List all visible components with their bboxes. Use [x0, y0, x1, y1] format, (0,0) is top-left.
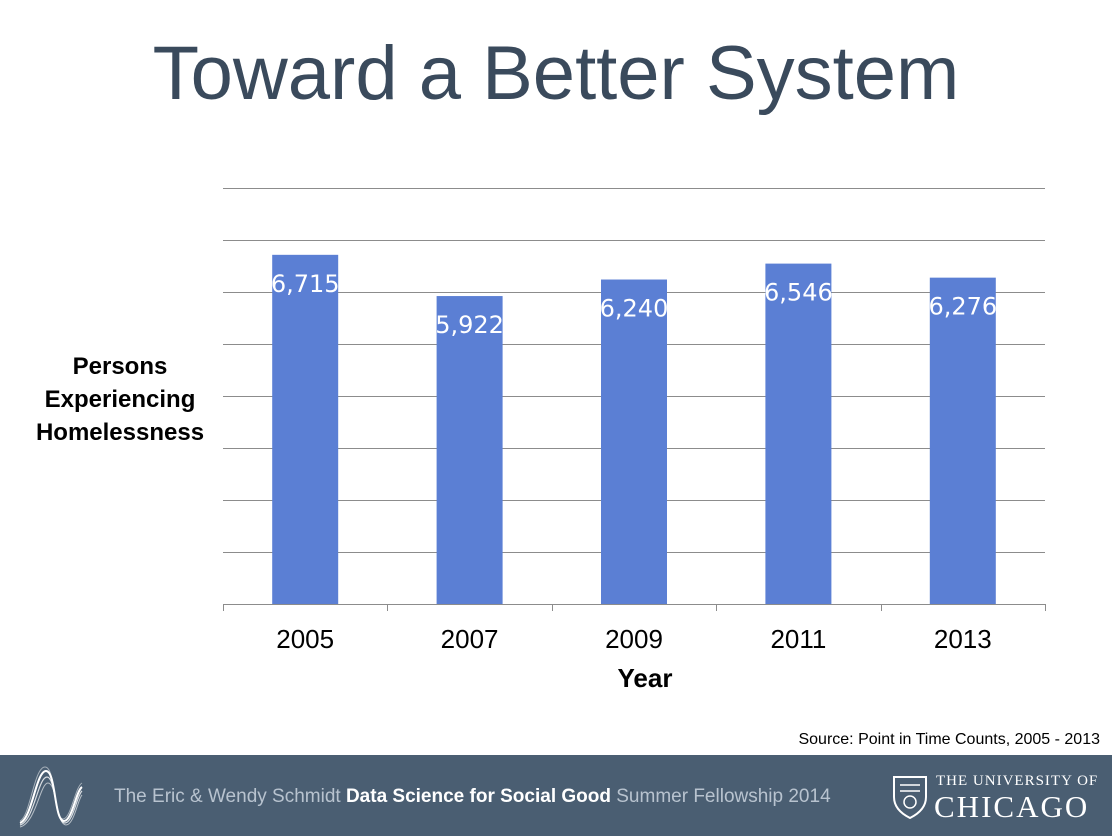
x-tick-label-2007: 2007 [441, 624, 499, 654]
data-label-2011: 6,546 [764, 279, 833, 307]
x-tick-label-2013: 2013 [934, 624, 992, 654]
x-tick-label-2011: 2011 [770, 624, 826, 654]
bar-2011 [765, 263, 832, 604]
bar-2013 [929, 277, 996, 604]
x-tick-label-2009: 2009 [605, 624, 663, 654]
university-logo-bottom: CHICAGO [934, 789, 1090, 824]
y-axis-label: Persons Experiencing Homelessness [20, 350, 220, 449]
slide-title: Toward a Better System [152, 31, 960, 116]
bar-2007 [436, 296, 503, 604]
data-label-2005: 6,715 [271, 270, 340, 298]
wave-logo-icon [19, 766, 83, 828]
footer-text: The Eric & Wendy Schmidt Data Science fo… [114, 786, 831, 808]
source-note: Source: Point in Time Counts, 2005 - 201… [798, 731, 1100, 748]
y-axis-label-line-2: Experiencing [44, 386, 196, 413]
university-crest-icon [893, 776, 927, 819]
footer-text-prefix: The Eric & Wendy Schmidt [114, 786, 346, 807]
data-label-2007: 5,922 [435, 311, 504, 339]
x-tick-label-2005: 2005 [276, 624, 334, 654]
bar-2009 [601, 279, 667, 604]
footer-bar: The Eric & Wendy Schmidt Data Science fo… [0, 755, 1112, 836]
university-logo: THE UNIVERSITY OF CHICAGO [892, 773, 1102, 825]
data-label-2009: 6,240 [600, 295, 669, 323]
footer-text-suffix: Summer Fellowship 2014 [610, 786, 831, 807]
footer-text-bold: Data Science for Social Good [345, 786, 611, 807]
x-axis-label: Year [618, 663, 673, 693]
y-axis-label-line-1: Persons [72, 353, 168, 380]
data-label-2013: 6,276 [928, 293, 997, 321]
bar-chart: 6,715 2005 5,922 2007 6,240 2009 6,546 2011 6,27… [223, 188, 1046, 693]
bar-2005 [272, 254, 339, 604]
university-logo-top: THE UNIVERSITY OF [936, 773, 1099, 789]
y-axis-label-line-3: Homelessness [35, 419, 205, 446]
